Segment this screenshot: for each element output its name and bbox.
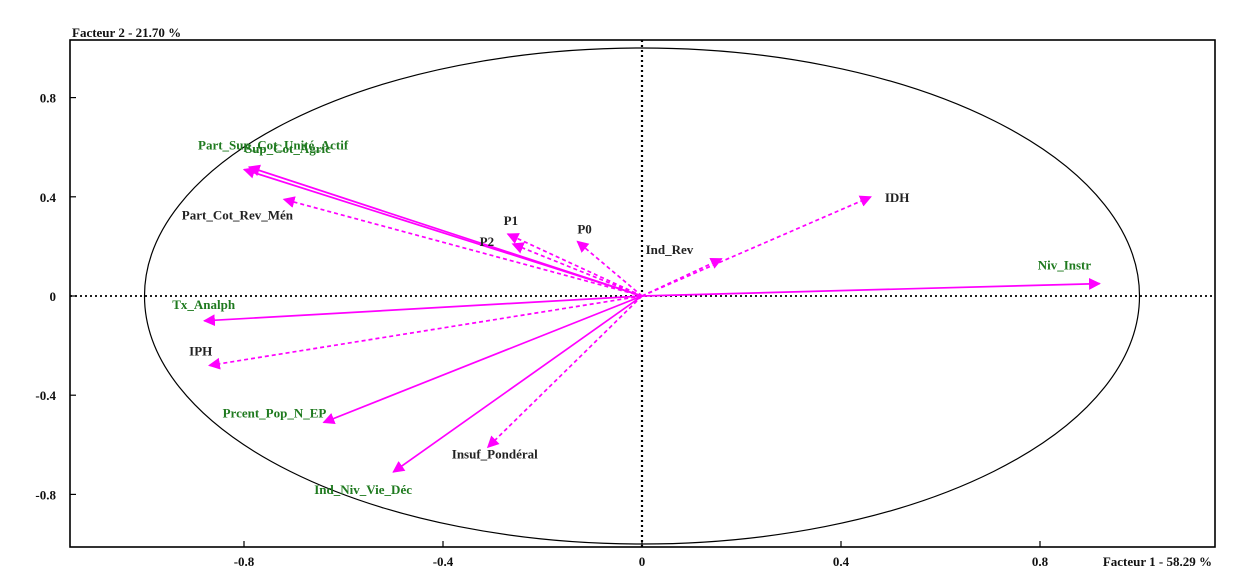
variable-arrow-p1 bbox=[506, 233, 643, 297]
variable-arrow-part-sup-cot-unite-actif bbox=[242, 167, 643, 297]
variable-label-iph: IPH bbox=[189, 343, 212, 358]
variable-arrow-niv-instr bbox=[641, 277, 1101, 297]
variable-label-tx-analph: Tx_Analph bbox=[172, 297, 236, 312]
y-tick-label: 0.8 bbox=[40, 91, 57, 106]
y-tick-label: -0.4 bbox=[35, 388, 56, 403]
x-tick-label: 0.4 bbox=[833, 554, 850, 569]
variable-label-idh: IDH bbox=[885, 190, 910, 205]
variable-label-ind-rev: Ind_Rev bbox=[646, 242, 694, 257]
variable-arrow-iph bbox=[208, 295, 643, 370]
variable-label-p0: P0 bbox=[577, 221, 591, 236]
variable-label-prcent-pop-n-ep: Prcent_Pop_N_EP bbox=[223, 405, 327, 420]
y-tick-label: 0 bbox=[50, 289, 57, 304]
variable-arrow-ind-rev bbox=[641, 257, 723, 297]
variable-label-niv-instr: Niv_Instr bbox=[1038, 258, 1092, 273]
variable-label-part-cot-rev-men: Part_Cot_Rev_Mén bbox=[182, 207, 294, 222]
variable-arrow-insuf-ponderal bbox=[486, 295, 643, 449]
x-tick-label: -0.8 bbox=[234, 554, 255, 569]
variable-arrow-part-cot-rev-men bbox=[282, 196, 643, 297]
variable-label-p2: P2 bbox=[480, 234, 494, 249]
variable-label-part-sup-cot-unite-actif: Part_Sup_Cot_Unité_Actif bbox=[198, 138, 349, 153]
variable-arrow-p2 bbox=[511, 242, 643, 297]
x-tick-label: -0.4 bbox=[433, 554, 454, 569]
variable-label-sup-cot-agric: Sup_Cot_Agric bbox=[245, 141, 331, 156]
x-tick-label: 0 bbox=[639, 554, 646, 569]
x-axis-title: Facteur 1 - 58.29 % bbox=[1103, 554, 1212, 569]
variable-label-p1: P1 bbox=[504, 213, 518, 228]
variable-label-insuf-ponderal: Insuf_Pondéral bbox=[452, 446, 538, 461]
x-tick-label: 0.8 bbox=[1032, 554, 1049, 569]
y-tick-label: 0.4 bbox=[40, 190, 57, 205]
variable-arrow-ind-niv-vie-dec bbox=[392, 295, 643, 473]
y-axis-title: Facteur 2 - 21.70 % bbox=[72, 25, 181, 40]
variable-label-ind-niv-vie-dec: Ind_Niv_Vie_Déc bbox=[314, 482, 412, 497]
y-tick-label: -0.8 bbox=[35, 487, 56, 502]
variable-arrow-prcent-pop-n-ep bbox=[322, 295, 643, 425]
variable-arrow-p0 bbox=[576, 240, 643, 297]
variable-arrow-tx-analph bbox=[203, 295, 643, 327]
